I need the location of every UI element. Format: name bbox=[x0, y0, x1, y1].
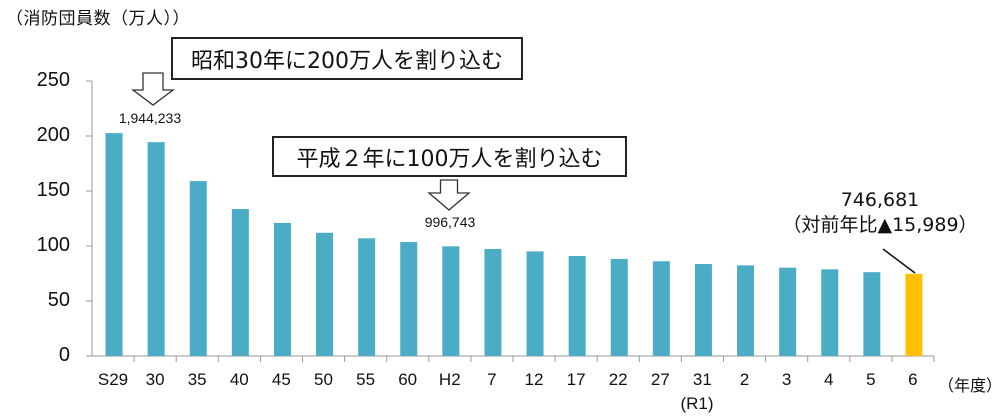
callout-showa30: 昭和30年に200万人を割り込む bbox=[171, 37, 523, 80]
x-tick-label: 4 bbox=[823, 370, 834, 389]
x-tick-label: 50 bbox=[314, 370, 333, 389]
y-tick-label: 200 bbox=[36, 124, 70, 146]
bar-S29 bbox=[105, 133, 123, 356]
x-tick-label: 31 bbox=[692, 370, 712, 389]
callout-heisei2-text: 平成２年に100万人を割り込む bbox=[296, 146, 603, 172]
bar-22 bbox=[610, 258, 628, 356]
bar-27 bbox=[652, 261, 670, 356]
bar-2 bbox=[737, 265, 755, 356]
bar-31 bbox=[694, 264, 712, 356]
bar-17 bbox=[568, 256, 586, 356]
bar-7 bbox=[484, 248, 502, 356]
x-tick-label: 40 bbox=[229, 370, 249, 389]
x-tick-label: 60 bbox=[398, 370, 418, 389]
y-tick-label: 150 bbox=[36, 179, 70, 201]
x-tick-label: H2 bbox=[438, 370, 461, 389]
y-tick-label: 50 bbox=[47, 289, 70, 311]
bar-6 bbox=[905, 273, 923, 356]
x-tick-label: 2 bbox=[739, 370, 750, 389]
bar-60 bbox=[400, 242, 418, 356]
x-tick-label: 22 bbox=[608, 370, 628, 389]
x-tick-label: 12 bbox=[524, 370, 544, 389]
x-tick-label: 35 bbox=[187, 370, 207, 389]
y-axis-unit-label: （消防団員数（万人）） bbox=[6, 9, 190, 29]
down-arrow-icon bbox=[427, 179, 471, 211]
x-tick-label: 7 bbox=[487, 370, 497, 389]
bar-50 bbox=[316, 232, 334, 356]
value-label-heisei2: 996,743 bbox=[424, 214, 476, 230]
bar-H2 bbox=[442, 246, 460, 356]
down-arrow-icon bbox=[131, 72, 175, 106]
callout-heisei2: 平成２年に100万人を割り込む bbox=[272, 136, 627, 177]
y-tick-label: 0 bbox=[58, 344, 70, 366]
x-tick-label: S29 bbox=[97, 370, 129, 389]
bar-12 bbox=[526, 251, 544, 356]
x-tick-label: 27 bbox=[650, 370, 670, 389]
x-tick-label: 30 bbox=[145, 370, 165, 389]
x-tick-label: 3 bbox=[781, 370, 792, 389]
bar-40 bbox=[231, 209, 249, 356]
bar-4 bbox=[821, 269, 839, 356]
bar-55 bbox=[358, 238, 376, 356]
bar-35 bbox=[189, 181, 207, 356]
x-tick-label: 6 bbox=[908, 370, 918, 389]
bar-5 bbox=[863, 272, 881, 356]
bar-45 bbox=[273, 222, 291, 356]
x-tick-label: 17 bbox=[566, 370, 586, 389]
y-tick-label: 100 bbox=[36, 234, 70, 256]
bar-3 bbox=[779, 267, 797, 356]
change-label-reiwa6: （対前年比▲15,989） bbox=[782, 214, 978, 236]
value-label-showa30: 1,944,233 bbox=[118, 110, 182, 126]
x-tick-label: 45 bbox=[271, 370, 291, 389]
x-tick-sublabel-r1: (R1) bbox=[680, 394, 714, 413]
x-axis-unit-label: （年度） bbox=[938, 376, 1000, 395]
x-tick-label: 5 bbox=[866, 370, 876, 389]
x-tick-label: 55 bbox=[356, 370, 376, 389]
callout-showa30-text: 昭和30年に200万人を割り込む bbox=[191, 48, 503, 74]
y-tick-label: 250 bbox=[36, 69, 70, 91]
value-label-reiwa6: 746,681 bbox=[840, 189, 920, 211]
bar-30 bbox=[147, 142, 165, 356]
